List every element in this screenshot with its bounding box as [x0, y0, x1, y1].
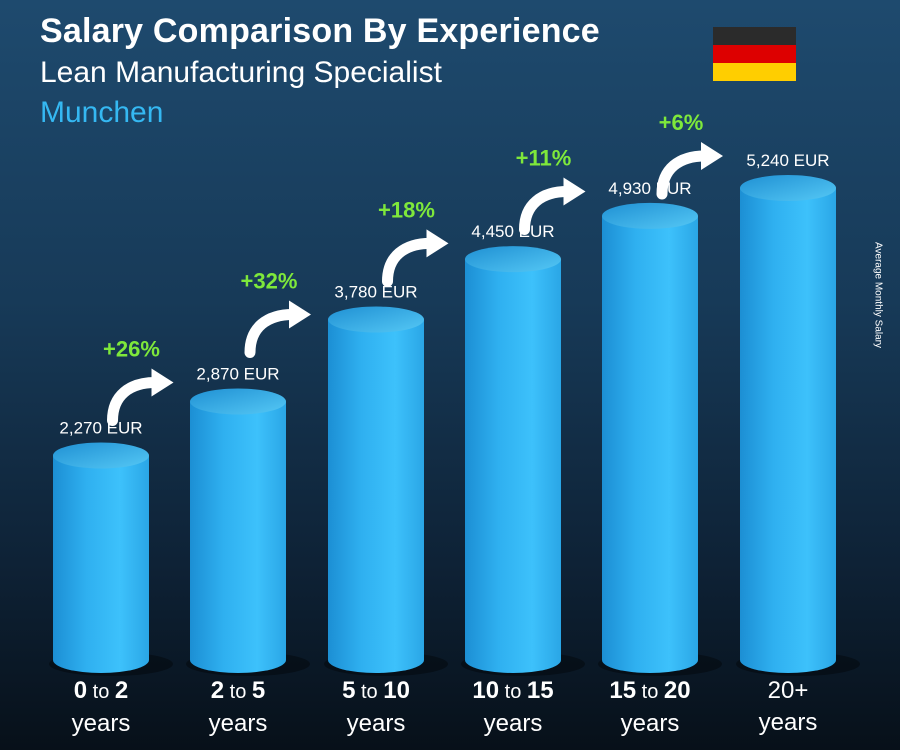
bar-top: [190, 388, 286, 415]
arrow-head-icon: [426, 229, 449, 258]
value-label: 2,870 EUR: [196, 364, 279, 383]
job-title: Lean Manufacturing Specialist: [40, 56, 442, 89]
value-label: 4,450 EUR: [471, 222, 554, 241]
arrow-head-icon: [151, 368, 174, 397]
x-tick-label: 5 to 10 years: [342, 677, 410, 737]
bar: [465, 259, 561, 673]
increase-label: +32%: [241, 268, 298, 293]
increase-arrow-icon: [382, 237, 436, 287]
increase-arrow-icon: [244, 308, 299, 358]
value-label: 4,930 EUR: [608, 179, 691, 198]
chart-title: Salary Comparison By Experience: [40, 12, 600, 50]
increase-label: +6%: [659, 110, 704, 135]
increase-label: +11%: [516, 146, 572, 171]
increase-arrow-icon: [107, 377, 161, 427]
value-label: 5,240 EUR: [746, 151, 829, 170]
arrow-head-icon: [563, 177, 586, 206]
bar: [740, 188, 836, 673]
increase-label: +26%: [103, 337, 160, 362]
germany-flag-icon: [713, 27, 796, 81]
increase-arrow-icon: [656, 150, 711, 200]
bar-top: [602, 202, 698, 229]
bar: [328, 319, 424, 673]
bar-top: [53, 442, 149, 469]
increase-arrow-icon: [519, 186, 573, 236]
city-name: Munchen: [40, 96, 164, 129]
x-tick-label: 15 to 20 years: [609, 677, 691, 737]
bar-top: [465, 246, 561, 273]
bar: [53, 455, 149, 673]
bar-top: [328, 306, 424, 333]
bar-top: [740, 175, 836, 201]
x-tick-label: 0 to 2 years: [71, 677, 131, 737]
increase-label: +18%: [378, 197, 435, 222]
arrow-head-icon: [289, 300, 311, 329]
value-label: 2,270 EUR: [59, 419, 142, 438]
x-tick-label: 2 to 5 years: [208, 677, 268, 737]
x-tick-label: 20+ years: [758, 677, 818, 736]
arrow-head-icon: [701, 141, 723, 170]
x-tick-label: 10 to 15 years: [472, 677, 554, 737]
value-label: 3,780 EUR: [334, 283, 417, 302]
bar: [190, 401, 286, 673]
bar: [602, 215, 698, 674]
